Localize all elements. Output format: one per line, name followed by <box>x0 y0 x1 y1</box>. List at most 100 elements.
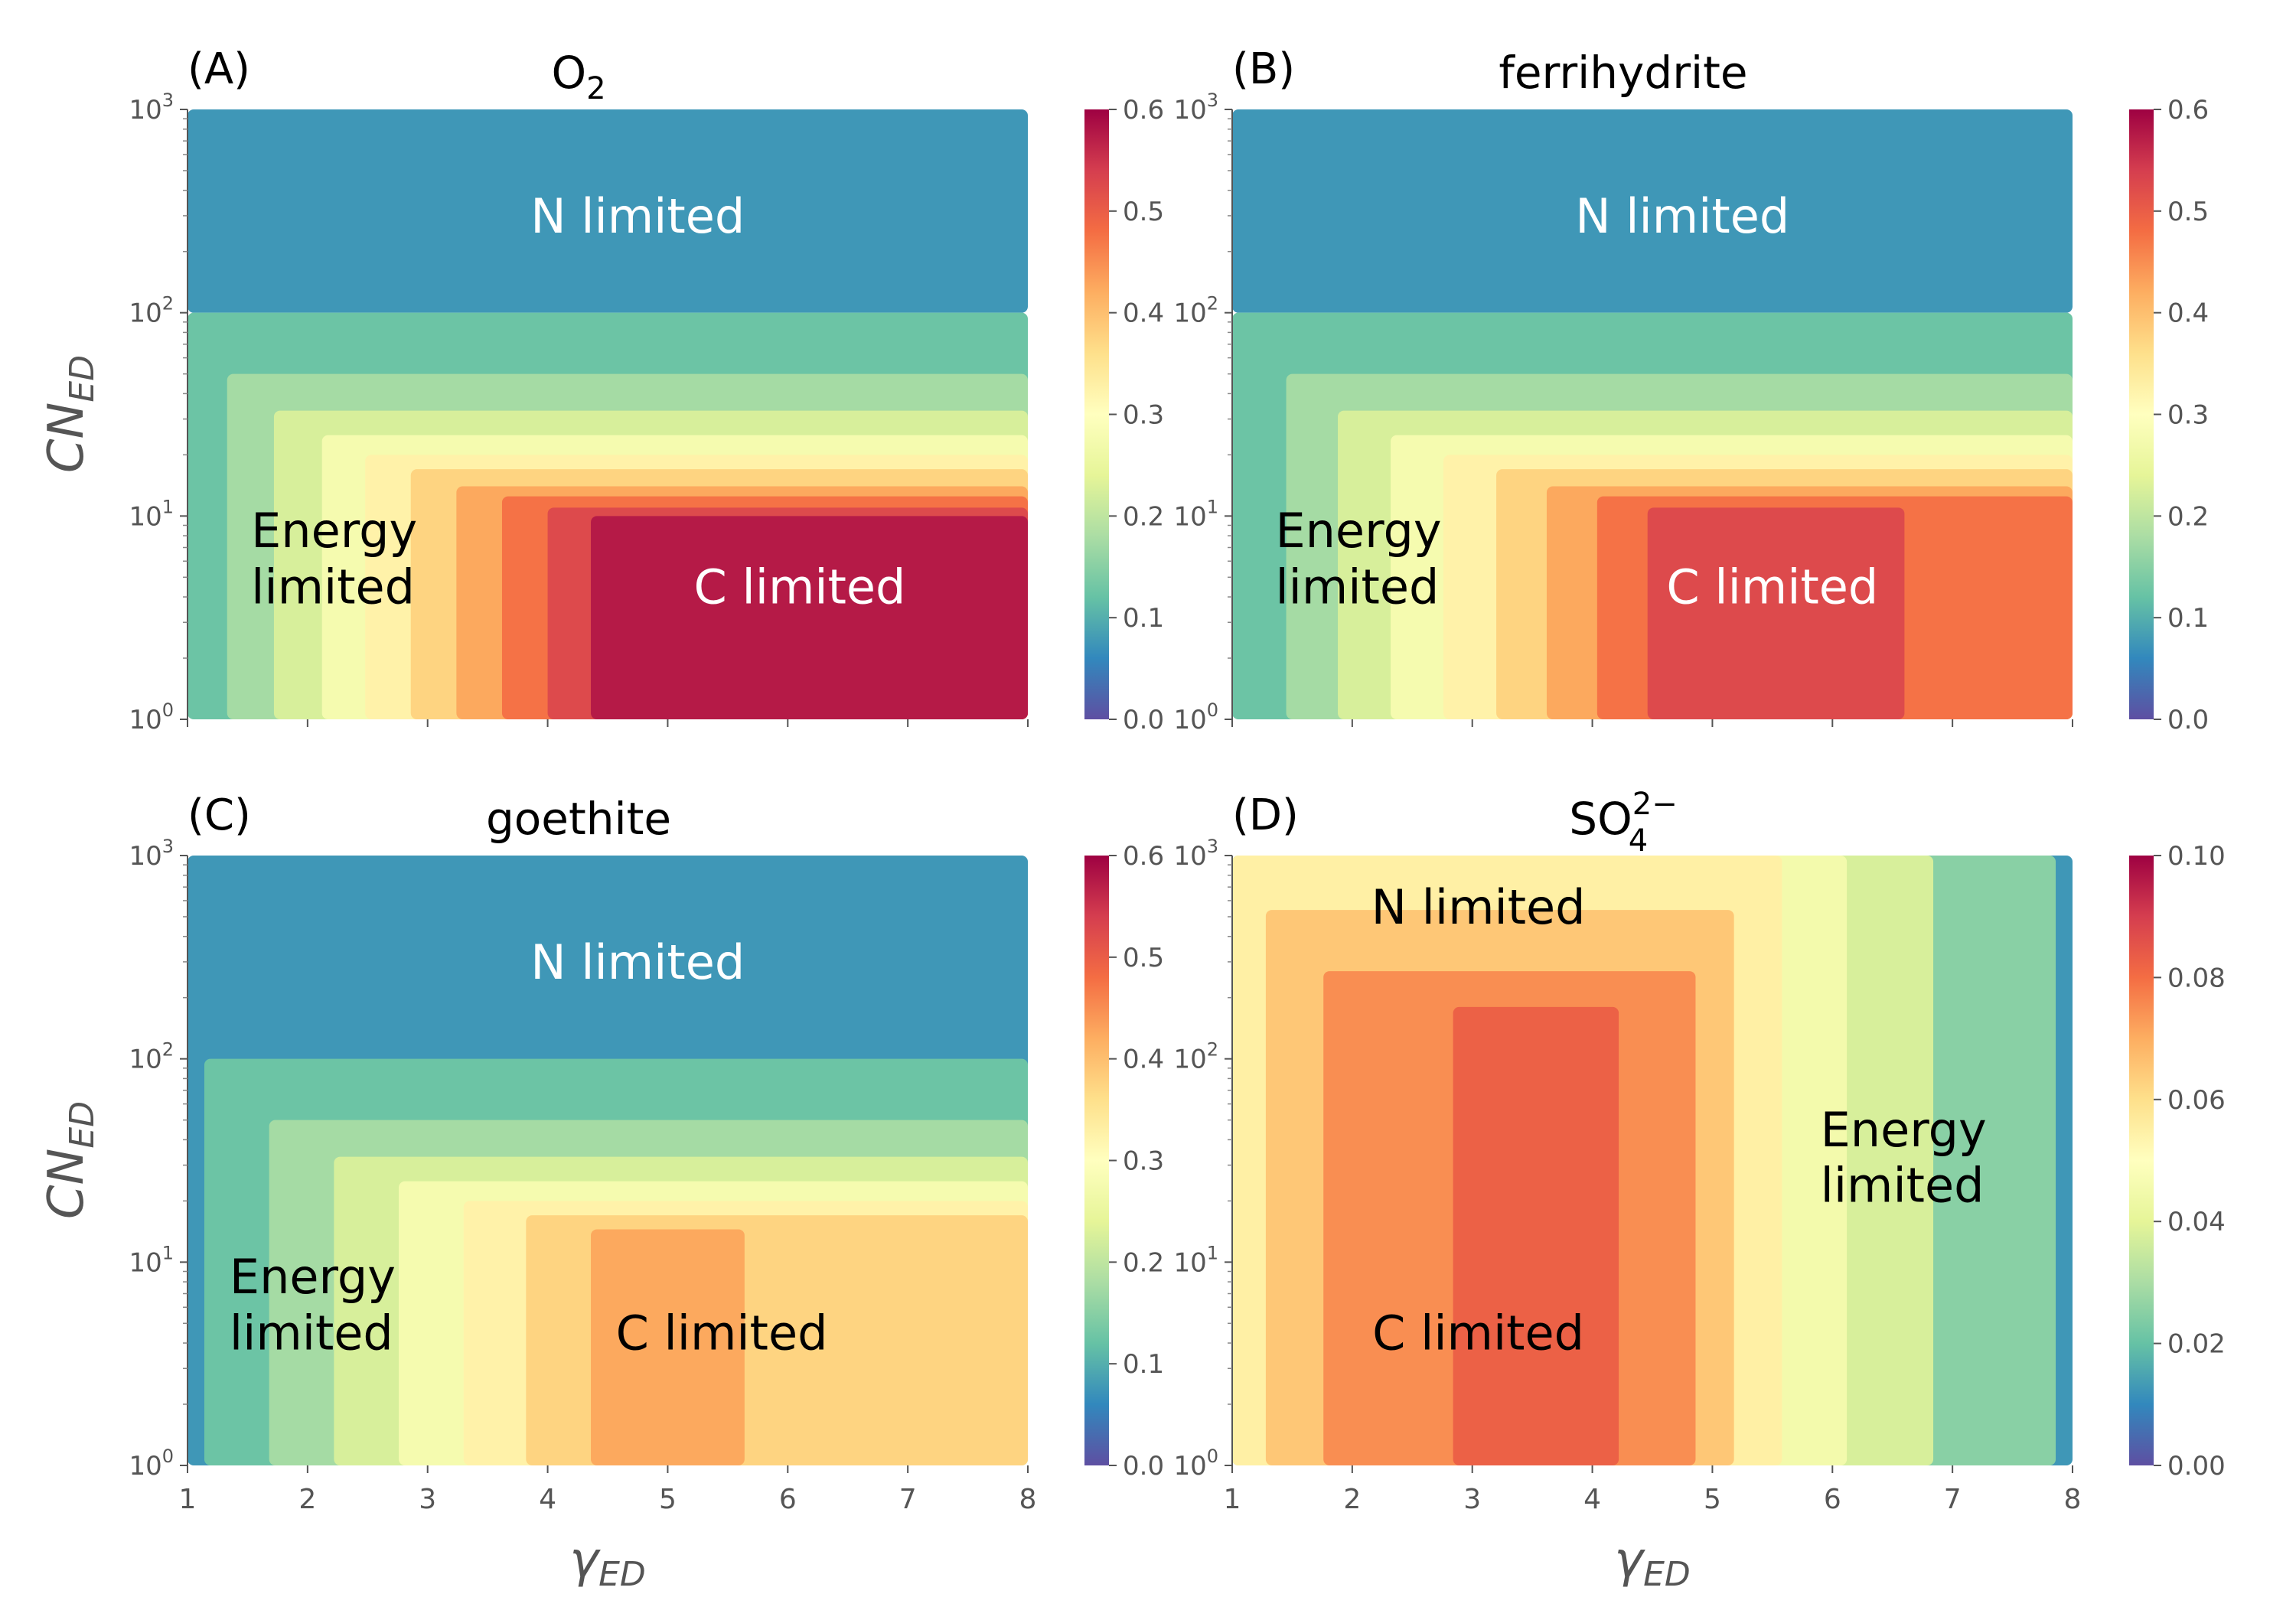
x-tick-label: 1 <box>1224 1484 1241 1515</box>
y-tick-label: 101 <box>129 496 174 532</box>
region-annotation: Energy <box>1821 1102 1987 1158</box>
panel-title: goethite <box>486 793 671 845</box>
y-tick-label: 101 <box>1173 1242 1218 1278</box>
y-tick-label: 100 <box>129 699 174 735</box>
region-annotation: C limited <box>694 559 906 614</box>
colorbar-tick-label: 0.10 <box>2167 841 2226 872</box>
region-annotation: N limited <box>1371 879 1586 935</box>
x-tick-label: 1 <box>179 1484 197 1515</box>
colorbar-tick-label: 0.04 <box>2167 1207 2226 1237</box>
x-tick-label: 8 <box>1019 1484 1037 1515</box>
region-annotation: N limited <box>530 934 745 990</box>
region-annotation: Energy <box>1275 503 1441 559</box>
region-annotation: C limited <box>1372 1305 1584 1361</box>
region-annotation: limited <box>230 1305 393 1361</box>
colorbar-tick-label: 0.3 <box>2167 400 2209 431</box>
y-tick-label: 102 <box>129 293 174 329</box>
region-10 <box>591 516 1028 719</box>
panel-3: 100 101 102 103 1 2 3 4 5 6 7 8 N limited Energylimit… <box>1173 787 2225 1515</box>
y-tick-label: 103 <box>129 90 174 125</box>
region-7 <box>591 1229 745 1465</box>
region-annotation: limited <box>1821 1157 1985 1213</box>
region-annotation: C limited <box>616 1305 828 1361</box>
colorbar-tick-label: 0.4 <box>1123 1045 1164 1075</box>
y-tick-label: 100 <box>129 1446 174 1482</box>
panel-label: (B) <box>1232 44 1295 94</box>
x-tick-label: 8 <box>2064 1484 2082 1515</box>
x-axis-label: γED <box>569 1532 646 1594</box>
x-tick-label: 3 <box>1463 1484 1481 1515</box>
colorbar-tick-label: 0.6 <box>2167 95 2209 125</box>
region-annotation: limited <box>251 559 415 614</box>
colorbar-tick-label: 0.06 <box>2167 1085 2226 1116</box>
x-tick-label: 2 <box>298 1484 316 1515</box>
colorbar-tick-label: 0.4 <box>2167 298 2209 329</box>
y-axis-label: CNED <box>38 1101 102 1219</box>
region-9 <box>1647 507 1905 719</box>
colorbar <box>1084 109 1109 719</box>
colorbar-tick-label: 0.2 <box>1123 1247 1164 1278</box>
x-tick-label: 5 <box>1704 1484 1721 1515</box>
x-tick-label: 7 <box>1944 1484 1962 1515</box>
y-tick-label: 100 <box>1173 1446 1218 1482</box>
y-tick-label: 102 <box>1173 293 1218 329</box>
x-tick-label: 6 <box>1824 1484 1841 1515</box>
colorbar-tick-label: 0.0 <box>1123 705 1164 735</box>
panel-2: 100 101 102 103 1 2 3 4 5 6 7 8 N limited Energylimit… <box>129 790 1164 1515</box>
panel-label: (D) <box>1232 790 1299 840</box>
panel-label: (A) <box>188 44 250 94</box>
colorbar-tick-label: 0.1 <box>1123 603 1164 634</box>
y-tick-label: 100 <box>1173 699 1218 735</box>
x-tick-label: 3 <box>419 1484 436 1515</box>
y-tick-label: 102 <box>129 1039 174 1075</box>
y-tick-label: 101 <box>1173 496 1218 532</box>
colorbar <box>2129 856 2154 1465</box>
colorbar-tick-label: 0.08 <box>2167 963 2226 993</box>
colorbar-tick-label: 0.1 <box>1123 1349 1164 1380</box>
x-tick-label: 4 <box>539 1484 556 1515</box>
colorbar-tick-label: 0.3 <box>1123 1146 1164 1177</box>
colorbar-tick-label: 0.0 <box>1123 1451 1164 1482</box>
colorbar-tick-label: 0.6 <box>1123 95 1164 125</box>
region-7 <box>1453 1006 1619 1465</box>
x-tick-label: 5 <box>659 1484 677 1515</box>
region-annotation: N limited <box>530 188 745 244</box>
colorbar-tick-label: 0.5 <box>1123 197 1164 227</box>
y-tick-label: 103 <box>1173 90 1218 125</box>
y-tick-label: 101 <box>129 1242 174 1278</box>
region-0 <box>1232 109 2073 313</box>
colorbar-tick-label: 0.0 <box>2167 705 2209 735</box>
colorbar-tick-label: 0.6 <box>1123 841 1164 872</box>
colorbar-tick-label: 0.4 <box>1123 298 1164 329</box>
colorbar-tick-label: 0.1 <box>2167 603 2209 634</box>
region-annotation: Energy <box>230 1249 396 1305</box>
x-tick-label: 7 <box>899 1484 917 1515</box>
colorbar-tick-label: 0.2 <box>1123 501 1164 532</box>
region-annotation: C limited <box>1666 559 1878 614</box>
colorbar-tick-label: 0.02 <box>2167 1329 2226 1360</box>
colorbar <box>2129 109 2154 719</box>
region-annotation: limited <box>1275 559 1439 614</box>
y-tick-label: 103 <box>1173 836 1218 872</box>
x-tick-label: 2 <box>1343 1484 1361 1515</box>
x-tick-label: 6 <box>779 1484 797 1515</box>
colorbar-tick-label: 0.5 <box>2167 197 2209 227</box>
panel-title: O2 <box>551 47 605 106</box>
colorbar-tick-label: 0.00 <box>2167 1451 2226 1482</box>
y-tick-label: 102 <box>1173 1039 1218 1075</box>
colorbar-tick-label: 0.3 <box>1123 400 1164 431</box>
panel-title: ferrihydrite <box>1499 47 1747 99</box>
colorbar <box>1084 856 1109 1465</box>
colorbar-tick-label: 0.2 <box>2167 501 2209 532</box>
region-annotation: N limited <box>1575 188 1789 244</box>
x-axis-label: γED <box>1614 1532 1691 1594</box>
x-tick-label: 4 <box>1583 1484 1601 1515</box>
region-0 <box>188 109 1028 313</box>
region-annotation: Energy <box>251 503 417 559</box>
panel-title: SO2− 4 <box>1569 787 1677 859</box>
panel-label: (C) <box>188 790 251 840</box>
y-tick-label: 103 <box>129 836 174 872</box>
